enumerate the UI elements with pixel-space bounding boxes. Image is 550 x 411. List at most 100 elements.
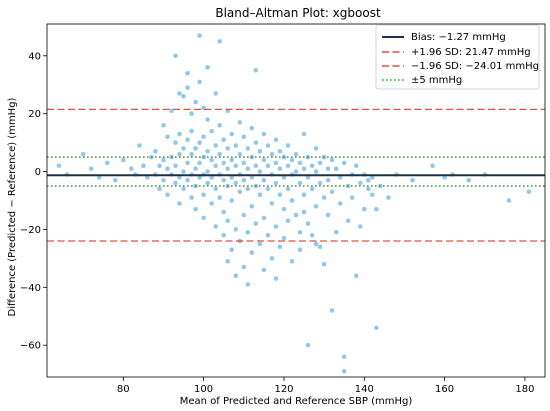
x-tick-label: 120 xyxy=(274,384,293,395)
data-point xyxy=(193,146,198,151)
data-point xyxy=(233,163,239,169)
data-point xyxy=(293,169,299,174)
data-point xyxy=(80,151,86,157)
data-point xyxy=(121,157,126,163)
data-point xyxy=(241,134,247,140)
data-point xyxy=(257,192,263,197)
data-point xyxy=(301,131,307,137)
data-point xyxy=(410,177,415,183)
x-axis: 80 100 120 140 160 180 xyxy=(117,377,534,395)
legend-label-upper-limit: +1.96 SD: 21.47 mmHg xyxy=(411,47,531,58)
y-axis-title: Difference (Predicted − Reference) (mmHg… xyxy=(7,97,18,316)
data-point xyxy=(217,39,222,44)
data-point xyxy=(265,163,271,169)
data-point xyxy=(293,212,299,218)
data-point xyxy=(209,201,214,206)
data-point xyxy=(273,160,279,166)
data-point xyxy=(197,140,202,145)
y-axis: −60 −40 −20 0 20 40 xyxy=(20,51,47,352)
data-point xyxy=(253,163,259,169)
data-point xyxy=(173,140,178,145)
data-point xyxy=(325,166,331,171)
data-point xyxy=(217,123,222,128)
data-point xyxy=(321,261,327,267)
data-point xyxy=(321,195,327,200)
data-point xyxy=(173,180,178,186)
data-point xyxy=(153,149,158,154)
data-point xyxy=(137,143,142,148)
data-point xyxy=(333,230,339,235)
data-point xyxy=(281,175,287,180)
data-point xyxy=(317,180,323,186)
data-point xyxy=(193,99,198,105)
data-point xyxy=(213,91,218,96)
data-point xyxy=(233,180,239,186)
data-point xyxy=(253,221,259,226)
data-point xyxy=(293,151,299,157)
data-point xyxy=(177,131,182,137)
data-point xyxy=(257,169,263,174)
data-point xyxy=(285,186,291,192)
data-point xyxy=(329,189,335,195)
data-point xyxy=(305,342,311,348)
data-point xyxy=(245,166,251,171)
data-point xyxy=(269,151,275,157)
data-point xyxy=(297,180,303,186)
data-point xyxy=(269,256,275,261)
data-point xyxy=(185,85,190,90)
data-point xyxy=(201,134,206,140)
data-point xyxy=(96,175,102,180)
data-point xyxy=(353,273,359,279)
data-point xyxy=(181,186,186,192)
data-point xyxy=(253,68,259,73)
data-point xyxy=(205,117,210,122)
data-point xyxy=(161,157,166,163)
data-point xyxy=(253,140,259,145)
data-point xyxy=(386,195,391,200)
legend-label-tolerance: ±5 mmHg xyxy=(411,75,462,86)
data-point xyxy=(301,192,307,197)
data-point xyxy=(157,186,162,192)
data-point xyxy=(201,215,206,221)
data-point xyxy=(297,160,303,166)
data-point xyxy=(221,232,226,238)
x-tick-label: 160 xyxy=(435,384,454,395)
plot-frame xyxy=(46,23,546,378)
data-point xyxy=(442,175,447,180)
data-point xyxy=(88,166,94,171)
data-point xyxy=(181,146,186,151)
legend-label-bias: Bias: −1.27 mmHg xyxy=(411,32,506,43)
data-point xyxy=(185,160,190,166)
data-point xyxy=(313,169,319,174)
data-point xyxy=(225,146,230,151)
data-point xyxy=(297,230,303,235)
data-point xyxy=(370,175,375,180)
x-tick-label: 140 xyxy=(355,384,374,395)
data-point xyxy=(273,276,279,281)
data-point xyxy=(177,175,182,180)
data-point xyxy=(189,151,194,157)
data-point xyxy=(325,177,331,183)
data-point xyxy=(221,137,226,142)
x-axis-title: Mean of Predicted and Reference SBP (mmH… xyxy=(180,396,413,407)
data-point xyxy=(241,177,247,183)
x-tick-label: 180 xyxy=(515,384,534,395)
data-point xyxy=(333,166,339,171)
data-point xyxy=(329,308,335,313)
x-tick-label: 80 xyxy=(117,384,130,395)
data-point xyxy=(241,212,247,218)
data-point xyxy=(261,177,267,183)
data-point xyxy=(161,123,166,128)
data-point xyxy=(233,227,239,232)
data-point xyxy=(165,134,170,140)
data-point xyxy=(205,169,210,174)
data-point xyxy=(430,163,435,169)
data-point xyxy=(173,163,178,169)
data-point xyxy=(237,151,243,157)
data-point xyxy=(237,120,243,125)
data-point xyxy=(245,282,251,287)
data-point xyxy=(358,224,363,229)
data-point xyxy=(277,166,283,171)
data-point xyxy=(205,65,210,70)
data-point xyxy=(185,70,190,76)
